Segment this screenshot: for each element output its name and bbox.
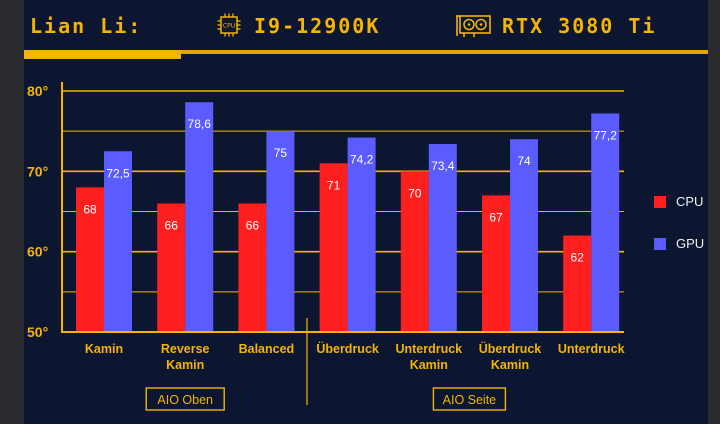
x-tick-label: Reverse xyxy=(161,342,210,356)
data-label-gpu: 78,6 xyxy=(188,117,212,131)
header-divider xyxy=(24,50,708,54)
bar-gpu xyxy=(510,139,538,332)
group-box xyxy=(145,387,225,411)
x-tick-label: Unterdruck xyxy=(558,342,625,356)
bar-cpu xyxy=(157,203,186,332)
gpu-icon xyxy=(456,15,491,37)
x-tick-label: Kamin xyxy=(491,358,529,372)
x-tick-label: Balanced xyxy=(239,342,295,356)
bar-cpu xyxy=(563,235,592,332)
cpu-model-label: I9-12900K xyxy=(254,14,381,38)
bar-cpu xyxy=(319,163,348,332)
cpu-icon: CPU xyxy=(217,13,241,37)
x-tick-label: Überdruck xyxy=(479,341,542,356)
legend-item-gpu: GPU xyxy=(654,236,704,251)
data-label-gpu: 74 xyxy=(517,154,531,168)
legend-swatch-gpu xyxy=(654,237,666,250)
data-label-cpu: 71 xyxy=(327,178,341,192)
bar-cpu xyxy=(238,203,267,332)
y-tick-label: 60° xyxy=(27,244,48,260)
data-label-gpu: 74,2 xyxy=(350,153,374,167)
brand-title: Lian Li: xyxy=(30,14,143,38)
bar-gpu xyxy=(591,113,620,332)
legend-label-gpu: GPU xyxy=(676,236,705,251)
data-label-cpu: 62 xyxy=(571,251,585,265)
group-label: AIO Oben xyxy=(157,393,213,407)
bar-gpu xyxy=(104,151,132,332)
data-label-cpu: 66 xyxy=(165,218,179,232)
data-label-cpu: 68 xyxy=(83,202,97,216)
y-tick-label: 80° xyxy=(27,83,48,99)
data-label-gpu: 73,4 xyxy=(431,159,455,173)
legend-label-cpu: CPU xyxy=(676,194,704,209)
y-tick-label: 70° xyxy=(27,163,48,179)
group-box xyxy=(432,387,507,411)
data-label-gpu: 72,5 xyxy=(106,166,130,180)
x-tick-label: Kamin xyxy=(85,342,123,356)
legend-swatch-cpu xyxy=(654,195,666,208)
bar-gpu xyxy=(185,102,214,332)
header-progress-bar xyxy=(24,50,182,59)
data-label-cpu: 70 xyxy=(408,186,422,200)
bar-gpu xyxy=(347,137,376,332)
gpu-model-label: RTX 3080 Ti xyxy=(502,14,657,38)
bar-cpu xyxy=(76,187,104,332)
cpu-icon-text: CPU xyxy=(223,23,235,30)
x-tick-label: Unterdruck xyxy=(395,342,462,356)
data-label-cpu: 67 xyxy=(489,210,503,224)
x-tick-label: Kamin xyxy=(166,358,204,372)
group-label: AIO Seite xyxy=(443,393,497,407)
bar-cpu xyxy=(482,195,510,332)
legend-item-cpu: CPU xyxy=(654,194,703,209)
chart-panel: Lian Li: CPU I9-12900K RTX 3080 Ti xyxy=(24,0,708,424)
data-label-gpu: 75 xyxy=(274,146,288,160)
data-label-cpu: 66 xyxy=(246,218,260,232)
x-tick-label: Überdruck xyxy=(316,341,379,356)
y-tick-label: 50° xyxy=(27,324,48,340)
bar-cpu xyxy=(400,171,429,332)
bar-gpu xyxy=(428,144,457,332)
bar-gpu xyxy=(266,131,295,332)
bar-chart: 50° 60° 70° 80° 68 72,5 Kamin 66 78,6 Reverse Kami… xyxy=(27,82,625,411)
x-tick-label: Kamin xyxy=(410,358,448,372)
data-label-gpu: 77,2 xyxy=(594,128,618,142)
